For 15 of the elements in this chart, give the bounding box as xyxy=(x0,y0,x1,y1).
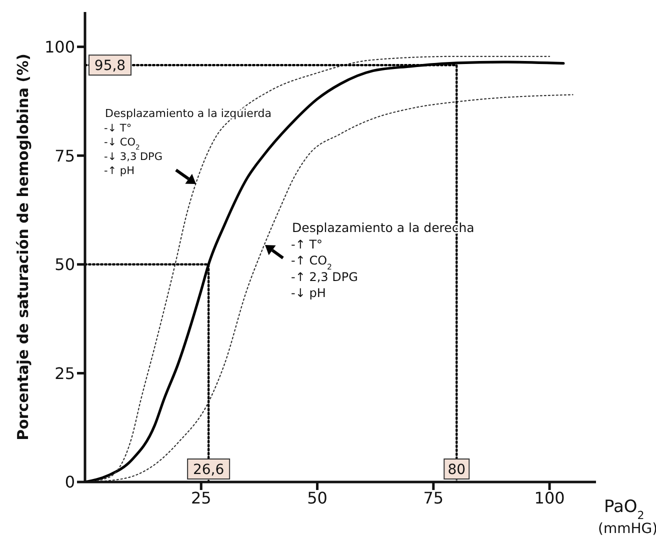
y-tick-label: 50 xyxy=(54,255,75,274)
y-tick-label: 100 xyxy=(44,37,75,56)
annotation: 26,6 xyxy=(192,462,224,478)
annotation: 80 xyxy=(448,462,466,478)
y-tick-label: 75 xyxy=(54,146,75,166)
x-tick-label: 75 xyxy=(423,488,444,508)
x-tick-label: 25 xyxy=(190,488,212,508)
x-axis-title: PaO$_{2}$ (mmHG) xyxy=(598,497,656,536)
x-tick-label: 50 xyxy=(307,488,328,508)
annotation: 95,8 xyxy=(94,58,126,74)
y-tick-label: 25 xyxy=(54,364,75,383)
y-axis-title: Porcentaje de saturación de hemoglobina (%) xyxy=(14,54,32,440)
y-tick-label: 0 xyxy=(64,472,75,492)
annotation: Desplazamiento a la izquierda -↓ T° -↓ CO$_{2}$ -↓ 3,3 DPG -↑ pH xyxy=(104,107,272,178)
x-tick-label: 100 xyxy=(534,488,565,508)
